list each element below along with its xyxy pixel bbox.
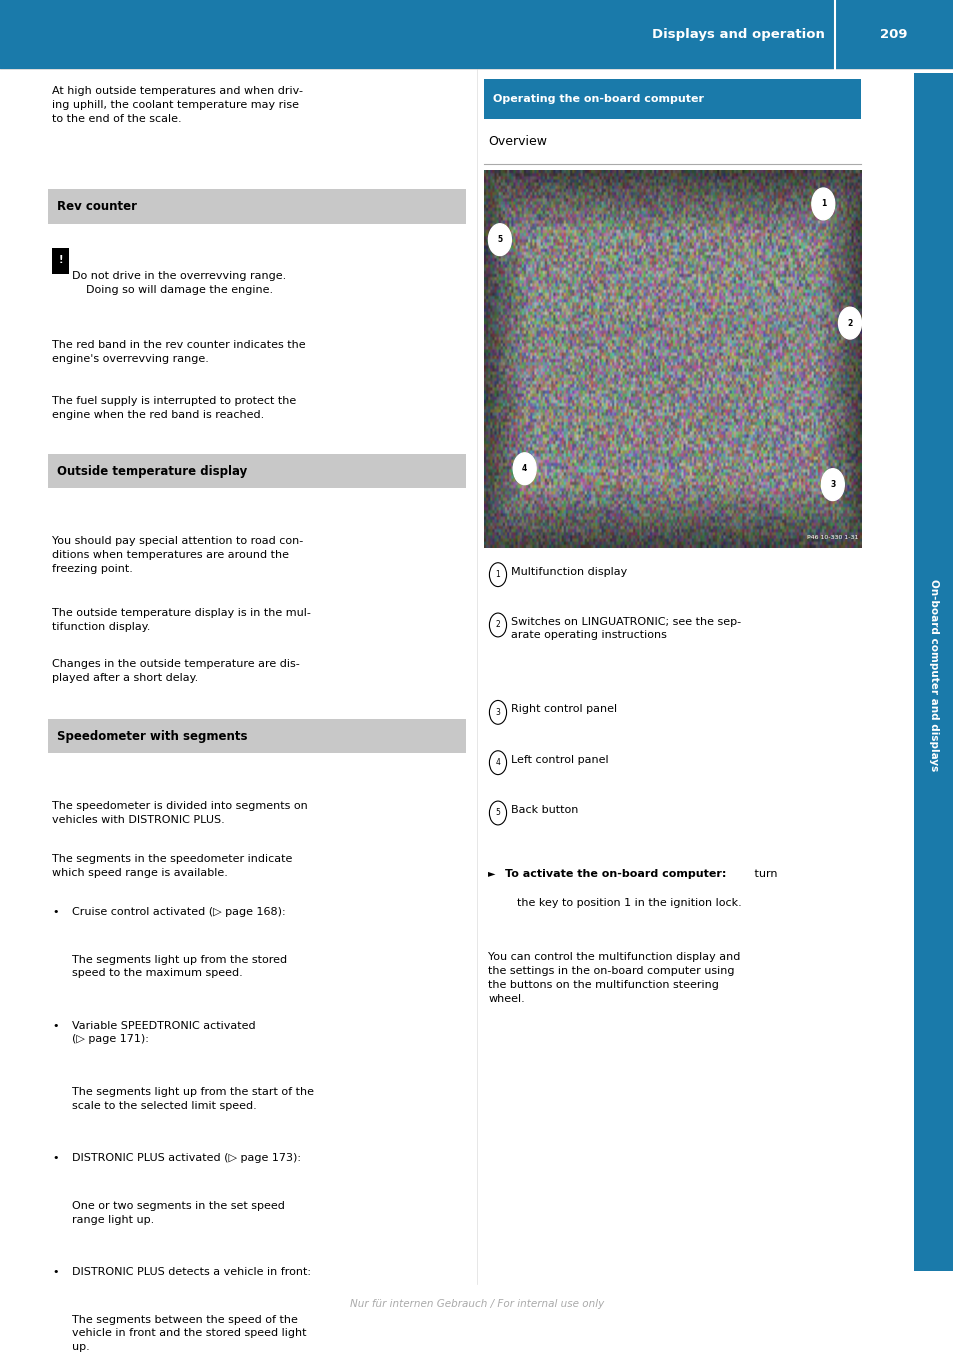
Text: The fuel supply is interrupted to protect the
engine when the red band is reache: The fuel supply is interrupted to protec… bbox=[52, 395, 296, 420]
Text: The segments between the speed of the
vehicle in front and the stored speed ligh: The segments between the speed of the ve… bbox=[71, 1315, 306, 1353]
FancyBboxPatch shape bbox=[0, 0, 953, 69]
Text: turn: turn bbox=[750, 869, 777, 879]
FancyBboxPatch shape bbox=[48, 719, 465, 753]
Text: Displays and operation: Displays and operation bbox=[652, 28, 824, 41]
Text: 2: 2 bbox=[846, 318, 852, 328]
Text: Changes in the outside temperature are dis-
played after a short delay.: Changes in the outside temperature are d… bbox=[52, 659, 300, 684]
Text: ►: ► bbox=[488, 869, 496, 879]
Text: You should pay special attention to road con-
ditions when temperatures are arou: You should pay special attention to road… bbox=[52, 536, 303, 574]
Text: Left control panel: Left control panel bbox=[511, 754, 608, 765]
FancyBboxPatch shape bbox=[913, 73, 953, 1271]
Text: The segments light up from the stored
speed to the maximum speed.: The segments light up from the stored sp… bbox=[71, 955, 286, 979]
Circle shape bbox=[488, 223, 511, 256]
Text: 2: 2 bbox=[496, 620, 499, 630]
Text: Speedometer with segments: Speedometer with segments bbox=[57, 730, 248, 742]
Text: 5: 5 bbox=[495, 808, 500, 818]
Text: Operating the on-board computer: Operating the on-board computer bbox=[493, 95, 703, 104]
Text: 5: 5 bbox=[497, 236, 502, 244]
Text: You can control the multifunction display and
the settings in the on-board compu: You can control the multifunction displa… bbox=[488, 952, 740, 1005]
Text: On-board computer and displays: On-board computer and displays bbox=[928, 580, 938, 772]
Text: Rev counter: Rev counter bbox=[57, 200, 137, 213]
Circle shape bbox=[821, 468, 843, 501]
Text: Multifunction display: Multifunction display bbox=[511, 567, 627, 577]
FancyBboxPatch shape bbox=[48, 454, 465, 489]
Text: The speedometer is divided into segments on
vehicles with DISTRONIC PLUS.: The speedometer is divided into segments… bbox=[52, 802, 308, 825]
Text: The segments light up from the start of the
scale to the selected limit speed.: The segments light up from the start of … bbox=[71, 1087, 314, 1110]
FancyBboxPatch shape bbox=[48, 190, 465, 223]
Text: Switches on LINGUATRONIC; see the sep-
arate operating instructions: Switches on LINGUATRONIC; see the sep- a… bbox=[511, 617, 740, 640]
Text: Do not drive in the overrevving range.
    Doing so will damage the engine.: Do not drive in the overrevving range. D… bbox=[71, 271, 286, 295]
Circle shape bbox=[513, 452, 536, 485]
Text: •: • bbox=[52, 1021, 59, 1030]
Text: Outside temperature display: Outside temperature display bbox=[57, 464, 247, 478]
FancyBboxPatch shape bbox=[52, 248, 69, 274]
Text: The red band in the rev counter indicates the
engine's overrevving range.: The red band in the rev counter indicate… bbox=[52, 340, 306, 364]
FancyBboxPatch shape bbox=[483, 171, 861, 548]
Text: The segments in the speedometer indicate
which speed range is available.: The segments in the speedometer indicate… bbox=[52, 854, 293, 877]
Text: DISTRONIC PLUS detects a vehicle in front:: DISTRONIC PLUS detects a vehicle in fron… bbox=[71, 1267, 311, 1277]
Text: P46 10-330 1-31: P46 10-330 1-31 bbox=[806, 535, 858, 540]
Text: 209: 209 bbox=[880, 28, 906, 41]
Text: Variable SPEEDTRONIC activated
(▷ page 171):: Variable SPEEDTRONIC activated (▷ page 1… bbox=[71, 1021, 254, 1044]
Text: At high outside temperatures and when driv-
ing uphill, the coolant temperature : At high outside temperatures and when dr… bbox=[52, 87, 303, 125]
Text: 4: 4 bbox=[521, 464, 527, 474]
Text: 3: 3 bbox=[829, 481, 835, 489]
Circle shape bbox=[838, 307, 861, 338]
Text: Right control panel: Right control panel bbox=[511, 704, 617, 715]
Text: 4: 4 bbox=[495, 758, 500, 768]
Text: To activate the on-board computer:: To activate the on-board computer: bbox=[504, 869, 725, 879]
Text: Nur für internen Gebrauch / For internal use only: Nur für internen Gebrauch / For internal… bbox=[350, 1300, 603, 1309]
Text: •: • bbox=[52, 907, 59, 917]
FancyBboxPatch shape bbox=[483, 80, 861, 119]
Text: One or two segments in the set speed
range light up.: One or two segments in the set speed ran… bbox=[71, 1201, 284, 1224]
Text: Back button: Back button bbox=[511, 806, 578, 815]
Text: DISTRONIC PLUS activated (▷ page 173):: DISTRONIC PLUS activated (▷ page 173): bbox=[71, 1154, 300, 1163]
Text: •: • bbox=[52, 1154, 59, 1163]
Text: 3: 3 bbox=[495, 708, 500, 716]
Text: the key to position 1 in the ignition lock.: the key to position 1 in the ignition lo… bbox=[517, 898, 741, 907]
Text: 1: 1 bbox=[820, 199, 825, 209]
Text: •: • bbox=[52, 1267, 59, 1277]
Text: Overview: Overview bbox=[488, 135, 547, 148]
Text: !: ! bbox=[58, 255, 63, 264]
Text: 1: 1 bbox=[496, 570, 499, 580]
Text: The outside temperature display is in the mul-
tifunction display.: The outside temperature display is in th… bbox=[52, 608, 311, 632]
Circle shape bbox=[811, 188, 834, 219]
Text: Cruise control activated (▷ page 168):: Cruise control activated (▷ page 168): bbox=[71, 907, 285, 917]
